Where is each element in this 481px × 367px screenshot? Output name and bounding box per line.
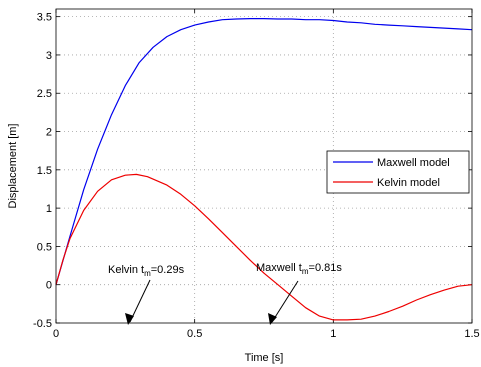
- y-axis-label: Displacement [m]: [7, 124, 19, 209]
- y-tick-label: 2: [46, 127, 52, 139]
- annotation-maxwell-arrow: [271, 280, 299, 323]
- annotation-kelvin-arrowhead: [125, 313, 134, 325]
- y-tick-label: 1: [46, 203, 52, 215]
- y-tick-label: 2.5: [37, 88, 52, 100]
- y-tick-label: 0: [46, 280, 52, 292]
- legend-box: [326, 150, 470, 194]
- annotation-kelvin-arrow: [129, 279, 151, 323]
- y-tick-label: -0.5: [33, 318, 52, 330]
- x-tick-label: 0.5: [187, 328, 202, 340]
- x-tick-label: 1.5: [464, 328, 479, 340]
- y-tick-label: 0.5: [37, 241, 52, 253]
- series-line-maxwell: [55, 18, 473, 285]
- axis-ticks: 0 0.5 1 1.5-0.500.511.522.533.5: [33, 9, 480, 340]
- series-line-kelvin: [55, 173, 473, 321]
- x-tick-label: 1: [330, 328, 336, 340]
- annotation-maxwell-arrowhead: [268, 313, 277, 325]
- legend-label-kelvin: Kelvin model: [377, 177, 440, 189]
- annotation-maxwell: Maxwell tm=0.81s: [256, 262, 342, 325]
- x-tick-label: 0: [53, 328, 59, 340]
- x-axis-label: Time [s]: [245, 352, 284, 364]
- annotation-kelvin: Kelvin tm=0.29s: [108, 264, 185, 325]
- legend-label-maxwell: Maxwell model: [377, 157, 450, 169]
- legend: Maxwell model Kelvin model: [326, 150, 470, 194]
- annotation-kelvin-text: Kelvin tm=0.29s: [108, 264, 185, 278]
- series-lines: [55, 18, 473, 321]
- y-tick-label: 3: [46, 50, 52, 62]
- y-tick-label: 1.5: [37, 165, 52, 177]
- annotation-maxwell-text: Maxwell tm=0.81s: [256, 262, 342, 276]
- plot-frame: [55, 8, 473, 324]
- y-tick-label: 3.5: [37, 12, 52, 24]
